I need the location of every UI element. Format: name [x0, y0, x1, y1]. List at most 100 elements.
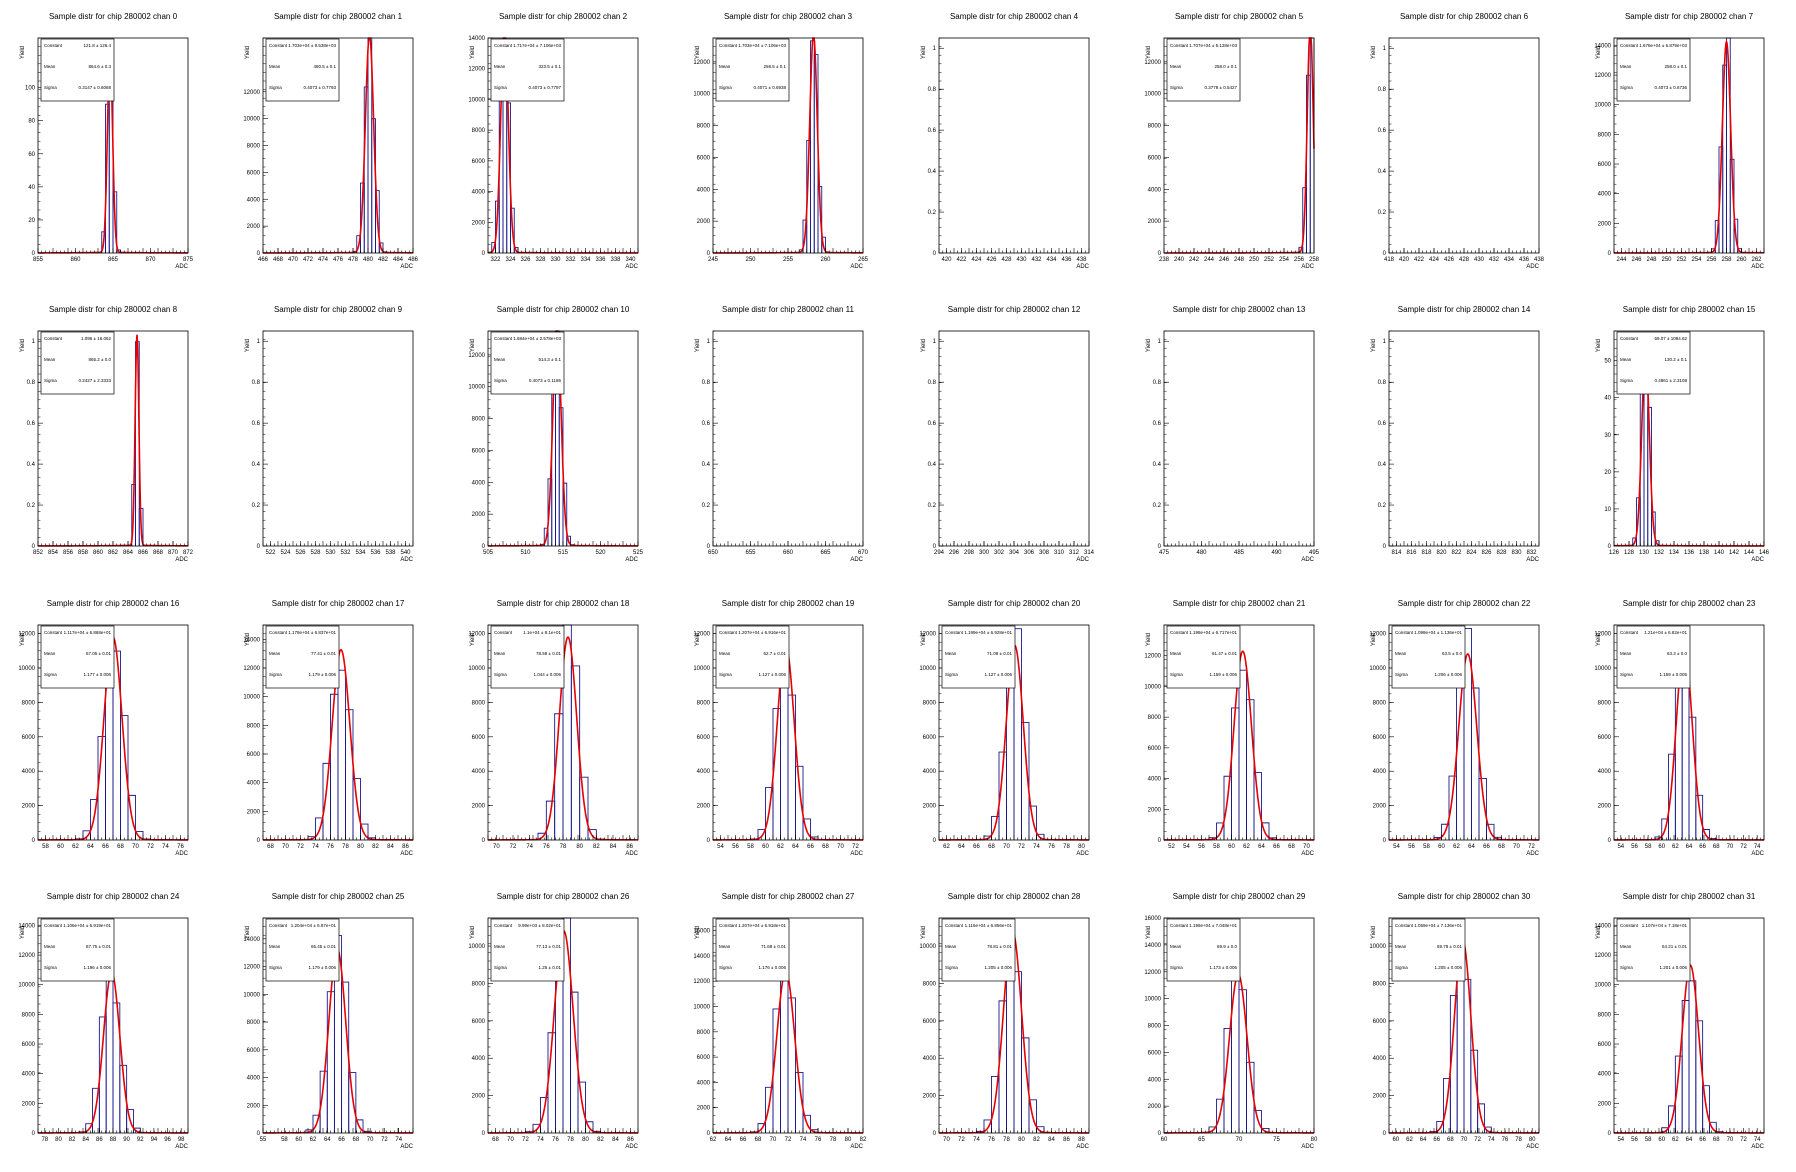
y-tick-label: 14000	[243, 637, 260, 643]
y-tick-label: 14000	[1144, 943, 1161, 949]
x-tick-label: 94	[151, 1137, 158, 1143]
y-tick-label: 0.8	[928, 380, 937, 386]
x-axis-label: ADC	[1076, 851, 1089, 857]
y-tick-label: 4000	[247, 1076, 261, 1082]
x-tick-label: 432	[1031, 257, 1042, 263]
fit-stats-box	[40, 625, 115, 689]
histogram-panel-28: Sample distr for chip 280002 chan 28 70 72…	[919, 892, 1089, 1150]
x-tick-label: 304	[1009, 550, 1020, 556]
stat-name: Sigma	[1620, 85, 1633, 90]
histogram-panel-4: Sample distr for chip 280002 chan 4 420 42…	[921, 12, 1090, 270]
y-tick-label: 0.6	[1378, 128, 1387, 134]
y-tick-label: 1	[1383, 46, 1387, 52]
y-tick-label: 6000	[697, 735, 711, 741]
y-tick-label: 2000	[22, 1101, 36, 1107]
histogram-bin	[1223, 775, 1232, 840]
x-tick-label: 254	[1691, 257, 1702, 263]
stat-value: 78.81 ± 0.01	[987, 944, 1012, 949]
y-tick-label: 4000	[472, 480, 486, 486]
y-tick-label: 10000	[468, 97, 485, 103]
panel-title: Sample distr for chip 280002 chan 14	[1398, 305, 1531, 314]
x-axis-label: ADC	[1751, 557, 1764, 563]
x-tick-label: 76	[177, 844, 184, 850]
x-axis-label: ADC	[1526, 1144, 1539, 1150]
x-tick-label: 260	[820, 257, 831, 263]
y-axis-label: Yield	[470, 46, 476, 59]
stat-name: Sigma	[494, 965, 507, 970]
panel-title: Sample distr for chip 280002 chan 5	[1175, 12, 1304, 21]
x-tick-label: 422	[1414, 257, 1425, 263]
x-tick-label: 84	[1048, 1137, 1055, 1143]
x-tick-label: 74	[1488, 1137, 1495, 1143]
stat-value: 1.159 ± 0.005	[1660, 672, 1688, 677]
x-tick-label: 76	[327, 844, 334, 850]
x-tick-label: 422	[956, 257, 967, 263]
x-tick-label: 72	[510, 844, 517, 850]
y-tick-label: 2000	[472, 512, 486, 518]
stat-name: Mean	[719, 64, 731, 69]
x-axis-label: ADC	[1526, 264, 1539, 270]
x-tick-label: 88	[110, 1137, 117, 1143]
x-tick-label: 82	[372, 844, 379, 850]
fit-stats-box	[490, 918, 565, 982]
y-tick-label: 0	[707, 544, 711, 550]
x-axis-label: ADC	[175, 557, 188, 563]
stat-name: Mean	[269, 64, 281, 69]
x-tick-label: 76	[815, 1137, 822, 1143]
stat-name: Mean	[494, 944, 506, 949]
fit-stats-box	[1616, 331, 1691, 395]
y-tick-label: 8000	[697, 700, 711, 706]
x-tick-label: 74	[526, 844, 533, 850]
stat-value: 1.059e+04 ± 7.136e+01	[1414, 923, 1462, 928]
stat-value: 480.5 ± 0.1	[314, 64, 337, 69]
x-tick-label: 472	[303, 257, 314, 263]
x-tick-label: 64	[1258, 844, 1265, 850]
plot-frame	[1388, 330, 1540, 547]
stat-value: 1.173 ± 0.006	[1210, 965, 1238, 970]
y-tick-label: 8000	[1598, 1012, 1612, 1018]
y-tick-label: 0.6	[1378, 421, 1387, 427]
y-tick-label: 8000	[1598, 700, 1612, 706]
y-tick-label: 0	[32, 838, 36, 844]
y-tick-label: 10000	[243, 992, 260, 998]
histogram-panel-16: Sample distr for chip 280002 chan 16 58 60…	[18, 599, 188, 857]
x-tick-label: 72	[1740, 844, 1747, 850]
y-axis-label: Yield	[470, 339, 476, 352]
x-tick-label: 852	[33, 550, 44, 556]
y-axis-label: Yield	[695, 926, 701, 939]
x-tick-label: 58	[1645, 844, 1652, 850]
x-tick-label: 68	[755, 1137, 762, 1143]
x-tick-label: 86	[627, 1137, 634, 1143]
x-tick-label: 862	[108, 550, 119, 556]
x-tick-label: 62	[710, 1137, 717, 1143]
stat-name: Constant	[945, 923, 964, 928]
x-tick-label: 254	[1279, 257, 1290, 263]
x-tick-label: 82	[597, 1137, 604, 1143]
y-tick-label: 12000	[1144, 970, 1161, 976]
fit-stats-box	[40, 331, 115, 395]
x-tick-label: 332	[565, 257, 576, 263]
x-tick-label: 72	[785, 1137, 792, 1143]
x-tick-label: 830	[1511, 550, 1522, 556]
panel-title: Sample distr for chip 280002 chan 16	[47, 599, 180, 608]
y-tick-label: 10000	[1369, 666, 1386, 672]
histogram-bin	[1651, 511, 1656, 546]
stat-name: Sigma	[269, 672, 282, 677]
x-tick-label: 258	[1309, 257, 1320, 263]
x-tick-label: 66	[1483, 844, 1490, 850]
panel-title: Sample distr for chip 280002 chan 8	[49, 305, 178, 314]
x-tick-label: 485	[1234, 550, 1245, 556]
x-axis-label: ADC	[850, 264, 863, 270]
x-tick-label: 68	[1713, 1137, 1720, 1143]
x-tick-label: 80	[576, 844, 583, 850]
histogram-panel-27: Sample distr for chip 280002 chan 27 62 64…	[693, 892, 867, 1150]
x-axis-label: ADC	[175, 851, 188, 857]
x-tick-label: 140	[1714, 550, 1725, 556]
histogram-bin	[1028, 805, 1037, 840]
y-tick-label: 10000	[468, 944, 485, 950]
x-tick-label: 428	[1459, 257, 1470, 263]
x-tick-label: 246	[1631, 257, 1642, 263]
x-tick-label: 64	[324, 1137, 331, 1143]
y-tick-label: 0.4	[252, 462, 261, 468]
